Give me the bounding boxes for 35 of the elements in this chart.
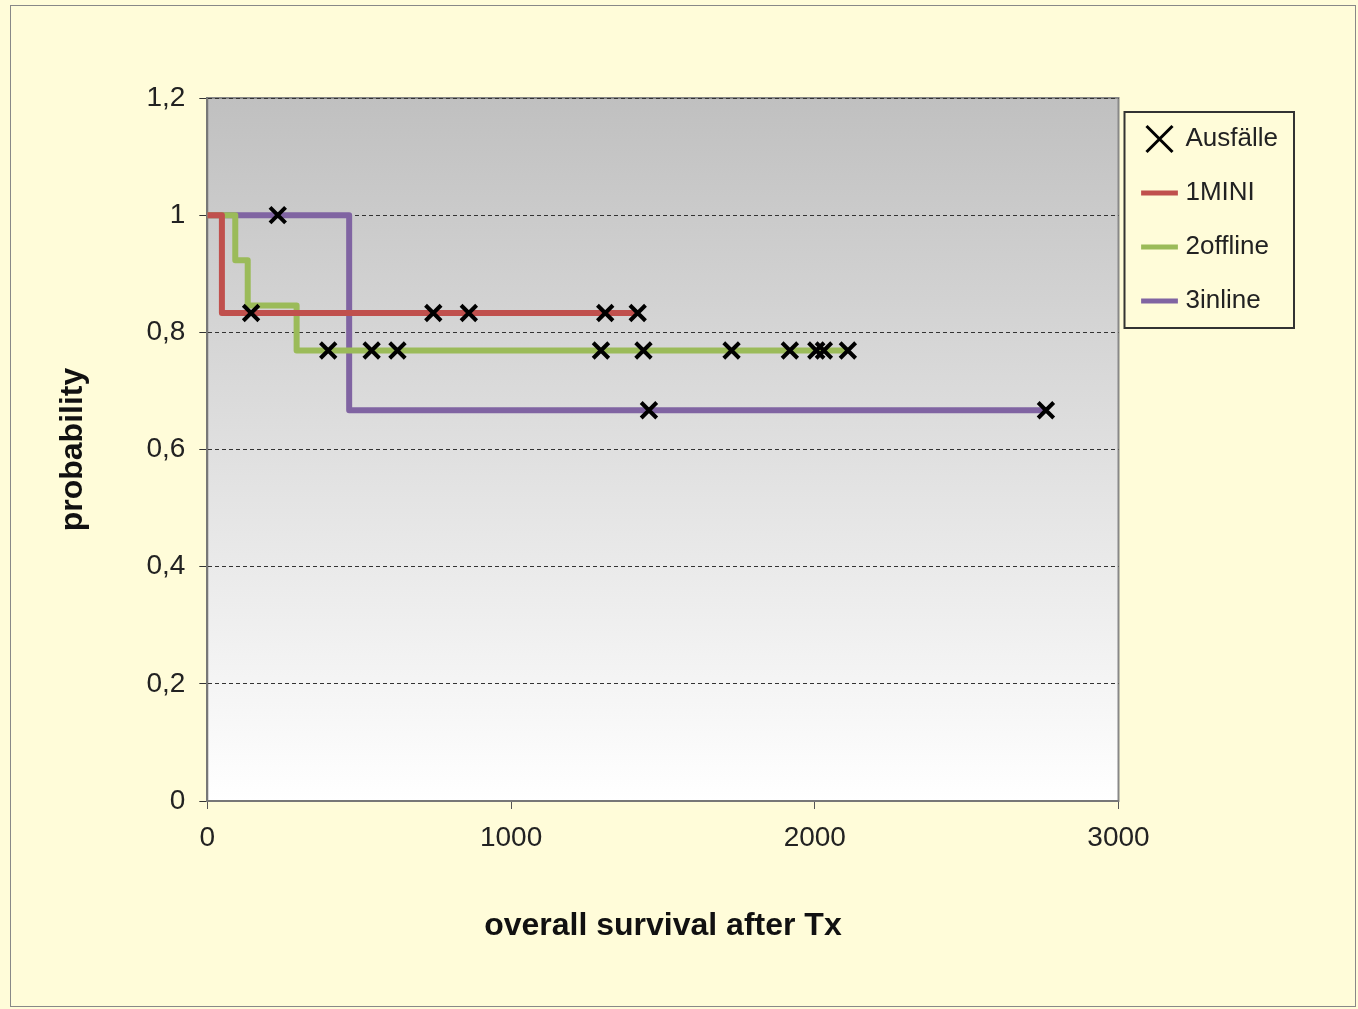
point xyxy=(268,205,288,225)
point xyxy=(1036,400,1056,421)
y-tick-label: 1 xyxy=(169,197,186,229)
point xyxy=(591,340,611,361)
point xyxy=(639,400,659,421)
x-tick-label: 1000 xyxy=(479,820,543,852)
point xyxy=(814,340,834,361)
point xyxy=(721,340,742,361)
legend-label: 2offline xyxy=(1185,230,1269,261)
x-tick-label: 3000 xyxy=(1087,820,1150,852)
point xyxy=(361,340,382,361)
point xyxy=(423,303,444,323)
y-tick-label: 0,8 xyxy=(146,315,186,347)
legend-label: Ausfälle xyxy=(1185,122,1278,153)
point xyxy=(459,303,479,323)
point xyxy=(780,340,800,361)
legend-label: 1MINI xyxy=(1185,176,1255,207)
y-tick-label: 0,4 xyxy=(146,549,186,581)
point xyxy=(838,340,858,361)
point xyxy=(387,340,408,361)
x-axis-title: overall survival after Tx xyxy=(484,905,842,942)
y-tick-label: 0,2 xyxy=(146,666,186,698)
y-tick-label: 0,6 xyxy=(146,432,186,464)
point xyxy=(806,340,827,361)
y-tick-label: 0 xyxy=(169,783,186,815)
point xyxy=(633,340,654,361)
point xyxy=(318,340,338,361)
x-tick-label: 0 xyxy=(199,820,216,852)
point xyxy=(241,303,261,323)
y-tick-label: 1,2 xyxy=(146,80,186,112)
x-tick-label: 2000 xyxy=(783,820,846,852)
point xyxy=(595,303,615,323)
point xyxy=(627,303,648,323)
legend-label: 3inline xyxy=(1185,284,1261,315)
y-axis-title: probability xyxy=(53,367,90,532)
